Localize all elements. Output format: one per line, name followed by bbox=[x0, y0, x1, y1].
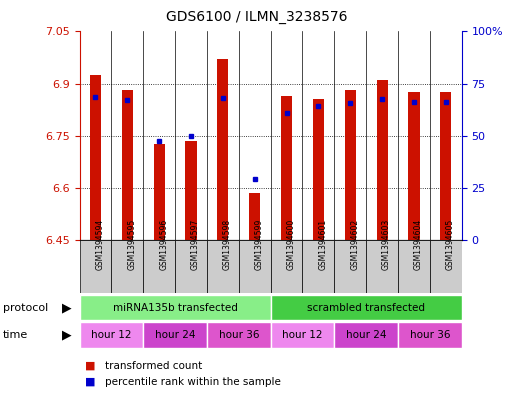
Bar bbox=[218, 59, 228, 240]
Text: GSM1394596: GSM1394596 bbox=[159, 219, 168, 270]
Bar bbox=[249, 193, 260, 240]
Bar bbox=[334, 240, 366, 293]
Bar bbox=[143, 322, 207, 348]
Text: GSM1394601: GSM1394601 bbox=[319, 219, 327, 270]
Text: hour 36: hour 36 bbox=[219, 330, 259, 340]
Bar bbox=[366, 240, 398, 293]
Bar bbox=[90, 75, 101, 240]
Bar bbox=[80, 240, 111, 293]
Text: GDS6100 / ILMN_3238576: GDS6100 / ILMN_3238576 bbox=[166, 10, 347, 24]
Text: hour 24: hour 24 bbox=[155, 330, 195, 340]
Text: percentile rank within the sample: percentile rank within the sample bbox=[105, 377, 281, 387]
Bar bbox=[281, 95, 292, 240]
Text: ■: ■ bbox=[85, 377, 95, 387]
Text: hour 12: hour 12 bbox=[91, 330, 132, 340]
Bar bbox=[122, 90, 133, 240]
Bar bbox=[153, 144, 165, 240]
Text: miRNA135b transfected: miRNA135b transfected bbox=[113, 303, 238, 312]
Bar bbox=[313, 99, 324, 240]
Bar bbox=[111, 240, 143, 293]
Bar bbox=[271, 240, 303, 293]
Bar bbox=[271, 295, 462, 320]
Text: hour 24: hour 24 bbox=[346, 330, 386, 340]
Bar bbox=[345, 90, 356, 240]
Bar bbox=[398, 240, 430, 293]
Bar bbox=[239, 240, 271, 293]
Bar bbox=[271, 322, 334, 348]
Text: protocol: protocol bbox=[3, 303, 48, 312]
Text: hour 36: hour 36 bbox=[409, 330, 450, 340]
Text: scrambled transfected: scrambled transfected bbox=[307, 303, 425, 312]
Bar bbox=[207, 240, 239, 293]
Bar bbox=[185, 141, 196, 240]
Bar bbox=[408, 92, 420, 240]
Bar bbox=[430, 240, 462, 293]
Text: GSM1394600: GSM1394600 bbox=[287, 219, 295, 270]
Text: hour 12: hour 12 bbox=[282, 330, 323, 340]
Text: GSM1394597: GSM1394597 bbox=[191, 219, 200, 270]
Text: GSM1394602: GSM1394602 bbox=[350, 219, 359, 270]
Text: GSM1394604: GSM1394604 bbox=[414, 219, 423, 270]
Text: GSM1394598: GSM1394598 bbox=[223, 219, 232, 270]
Bar bbox=[398, 322, 462, 348]
Text: time: time bbox=[3, 330, 28, 340]
Text: transformed count: transformed count bbox=[105, 361, 203, 371]
Bar bbox=[207, 322, 271, 348]
Text: ■: ■ bbox=[85, 361, 95, 371]
Text: GSM1394594: GSM1394594 bbox=[95, 219, 105, 270]
Bar bbox=[377, 80, 388, 240]
Bar bbox=[334, 322, 398, 348]
Bar bbox=[440, 92, 451, 240]
Bar bbox=[80, 295, 271, 320]
Bar bbox=[80, 322, 143, 348]
Bar bbox=[143, 240, 175, 293]
Text: GSM1394595: GSM1394595 bbox=[127, 219, 136, 270]
Text: ▶: ▶ bbox=[62, 301, 71, 314]
Text: GSM1394599: GSM1394599 bbox=[254, 219, 264, 270]
Text: GSM1394603: GSM1394603 bbox=[382, 219, 391, 270]
Text: ▶: ▶ bbox=[62, 329, 71, 342]
Bar bbox=[303, 240, 334, 293]
Text: GSM1394605: GSM1394605 bbox=[446, 219, 455, 270]
Bar bbox=[175, 240, 207, 293]
